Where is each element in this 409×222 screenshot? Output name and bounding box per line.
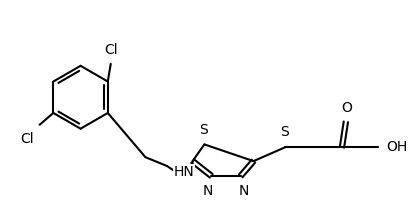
Text: Cl: Cl — [20, 132, 34, 146]
Text: S: S — [198, 123, 207, 137]
Text: N: N — [238, 184, 248, 198]
Text: OH: OH — [385, 140, 407, 154]
Text: HN: HN — [173, 165, 193, 179]
Text: O: O — [341, 101, 351, 115]
Text: N: N — [202, 184, 213, 198]
Text: S: S — [280, 125, 289, 139]
Text: Cl: Cl — [104, 43, 117, 57]
